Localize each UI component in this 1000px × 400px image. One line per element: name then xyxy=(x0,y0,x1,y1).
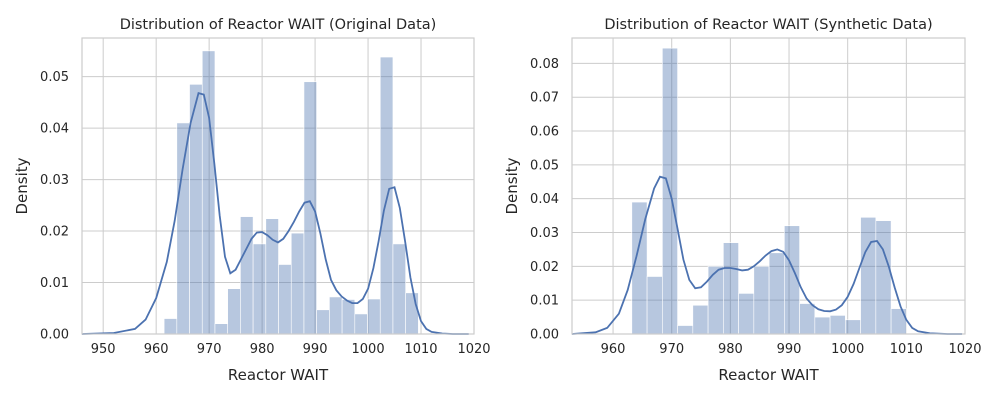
histogram-bar xyxy=(303,81,317,335)
x-tick-label: 1010 xyxy=(404,342,437,357)
y-tick-label: 0.00 xyxy=(40,328,69,343)
y-tick-label: 0.03 xyxy=(530,226,559,241)
histogram-bar xyxy=(875,220,892,335)
y-tick-label: 0.03 xyxy=(40,173,69,188)
y-tick-label: 0.01 xyxy=(530,294,559,309)
x-tick-label: 970 xyxy=(659,342,684,357)
plot-frame xyxy=(571,37,966,335)
x-tick-label: 990 xyxy=(777,342,802,357)
grid xyxy=(82,38,475,335)
y-tick-label: 0.02 xyxy=(40,225,69,240)
histogram-bar xyxy=(341,299,356,335)
y-tick-label: 0.08 xyxy=(530,57,559,72)
x-tick-label: 980 xyxy=(718,342,743,357)
x-tick-label: 980 xyxy=(250,342,275,357)
x-tick-label: 1000 xyxy=(352,342,385,357)
x-tick-label: 1010 xyxy=(890,342,923,357)
x-tick-label: 1020 xyxy=(948,342,981,357)
x-tick-label: 1020 xyxy=(457,342,490,357)
histogram-bar xyxy=(646,276,663,335)
histogram-bar xyxy=(814,316,831,335)
x-axis-label: Reactor WAIT xyxy=(718,366,819,384)
y-tick-label: 0.00 xyxy=(530,328,559,343)
histogram-bar xyxy=(316,309,330,335)
histogram-bars xyxy=(631,47,907,335)
y-tick-label: 0.02 xyxy=(530,260,559,275)
histogram-bar xyxy=(290,232,305,335)
histogram-bar xyxy=(214,323,228,335)
histogram-bar xyxy=(829,315,846,335)
x-axis-label: Reactor WAIT xyxy=(228,366,329,384)
x-tick-label: 1000 xyxy=(831,342,864,357)
histogram-bar xyxy=(753,266,770,335)
histogram-bar xyxy=(845,319,861,335)
y-tick-label: 0.07 xyxy=(530,91,559,106)
plot-frame xyxy=(81,37,475,335)
x-tick-label: 960 xyxy=(144,342,169,357)
chart-original: 950 960 970 980 990 1000 1010 10200.000.010.020… xyxy=(13,17,491,384)
kde-curve xyxy=(81,91,469,335)
x-tick-labels: 950 960 970 980 990 1000 1010 1020 xyxy=(91,342,491,357)
histogram-bar xyxy=(860,216,877,335)
histogram-bar xyxy=(227,288,241,335)
y-tick-label: 0.01 xyxy=(40,276,69,291)
chart-title: Distribution of Reactor WAIT (Synthetic … xyxy=(604,17,932,33)
histogram-bar xyxy=(768,252,785,335)
histogram-bar xyxy=(201,50,216,335)
histogram-bar xyxy=(692,304,709,335)
histogram-bar xyxy=(379,56,394,335)
histogram-bar xyxy=(799,303,816,335)
y-tick-label: 0.05 xyxy=(40,70,69,85)
x-tick-labels: 960 970 980 990 1000 1010 1020 xyxy=(601,342,982,357)
y-tick-label: 0.06 xyxy=(530,125,559,140)
chart-synthetic: 960 970 980 990 1000 1010 1020 0.00 0.01 0.02 0.03… xyxy=(503,17,982,384)
histogram-bar xyxy=(738,293,755,335)
histogram-bar xyxy=(329,296,343,335)
histogram-bar xyxy=(723,242,739,335)
x-tick-label: 950 xyxy=(91,342,116,357)
histogram-bar xyxy=(252,243,267,335)
y-axis-label: Density xyxy=(13,157,31,214)
histogram-bar xyxy=(163,318,178,335)
histogram-bar xyxy=(240,216,254,335)
kde-curve xyxy=(571,175,963,335)
y-tick-label: 0.04 xyxy=(40,122,69,137)
y-tick-label: 0.05 xyxy=(530,158,559,173)
histogram-bar xyxy=(367,298,381,335)
histogram-bar xyxy=(278,264,292,335)
x-tick-label: 990 xyxy=(303,342,328,357)
x-tick-label: 970 xyxy=(197,342,222,357)
histogram-bar xyxy=(176,122,190,335)
chart-title: Distribution of Reactor WAIT (Original D… xyxy=(120,17,437,33)
y-tick-labels: 0.00 0.01 0.02 0.03 0.04 0.05 xyxy=(40,70,69,342)
y-axis-label: Density xyxy=(503,157,521,214)
histogram-bar xyxy=(405,292,419,335)
histogram-bar xyxy=(392,243,406,335)
histogram-bar xyxy=(677,325,694,335)
y-tick-label: 0.04 xyxy=(530,192,559,207)
y-tick-labels: 0.00 0.01 0.02 0.03 0.04 0.05 0.06 0.07 0.08 xyxy=(530,57,559,343)
x-tick-label: 960 xyxy=(601,342,626,357)
histogram-bar xyxy=(354,313,368,335)
